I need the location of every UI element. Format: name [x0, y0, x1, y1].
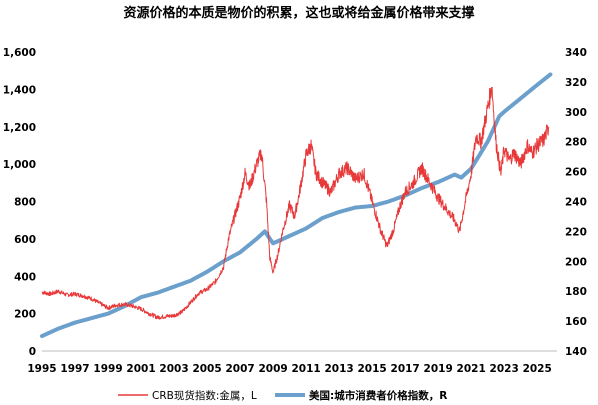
- left-tick-label: 1,400: [3, 84, 36, 96]
- right-tick-label: 300: [565, 107, 587, 119]
- legend-label-crb-metals: CRB现货指数:金属，L: [152, 389, 257, 402]
- right-tick-label: 280: [565, 137, 587, 149]
- series-layer: [40, 72, 553, 339]
- x-tick-label: 2003: [159, 363, 188, 375]
- x-tick-label: 2013: [324, 363, 353, 375]
- right-tick-label: 260: [565, 167, 587, 179]
- right-tick-label: 160: [565, 316, 587, 328]
- x-tick-label: 1999: [93, 363, 122, 375]
- right-tick-label: 140: [565, 346, 587, 358]
- x-tick-label: 2021: [457, 363, 486, 375]
- x-tick-label: 2025: [523, 363, 552, 375]
- x-tick-label: 2001: [126, 363, 155, 375]
- left-tick-label: 1,000: [3, 159, 36, 171]
- x-tick-label: 2005: [192, 363, 221, 375]
- right-tick-label: 340: [565, 47, 587, 59]
- left-tick-label: 200: [14, 309, 36, 321]
- left-tick-label: 0: [29, 346, 36, 358]
- legend-label-us-cpi: 美国:城市消费者价格指数，R: [309, 389, 447, 402]
- x-tick-label: 2023: [490, 363, 519, 375]
- right-tick-label: 240: [565, 197, 587, 209]
- x-tick-label: 2007: [225, 363, 254, 375]
- right-y-axis: 140 160 180 200 220 240 260 280 300 320 340: [565, 47, 587, 358]
- left-y-axis: 0 200 400 600 800 1,000 1,200 1,400 1,600: [3, 47, 36, 358]
- x-axis: 1995 1997 1999 2001 2003 2005 2007 2009 2011 2013…: [27, 350, 557, 375]
- x-tick-label: 2017: [391, 363, 420, 375]
- x-tick-label: 2011: [291, 363, 320, 375]
- x-tick-label: 1997: [60, 363, 89, 375]
- legend: CRB现货指数:金属，L 美国:城市消费者价格指数，R: [118, 389, 447, 402]
- right-tick-label: 200: [565, 256, 587, 268]
- series-line-crb-metals: [41, 86, 550, 320]
- x-tick-label: 2009: [258, 363, 287, 375]
- left-tick-label: 800: [14, 197, 36, 209]
- left-tick-label: 600: [14, 234, 36, 246]
- x-tick-label: 2019: [424, 363, 453, 375]
- x-tick-label: 2015: [358, 363, 387, 375]
- right-tick-label: 220: [565, 226, 587, 238]
- left-tick-label: 1,200: [3, 122, 36, 134]
- chart-title: 资源价格的本质是物价的积累，这也或将给金属价格带来支撑: [123, 5, 474, 21]
- right-tick-label: 180: [565, 286, 587, 298]
- x-tick-label: 1995: [27, 363, 56, 375]
- left-tick-label: 1,600: [3, 47, 36, 59]
- right-tick-label: 320: [565, 77, 587, 89]
- left-tick-label: 400: [14, 271, 36, 283]
